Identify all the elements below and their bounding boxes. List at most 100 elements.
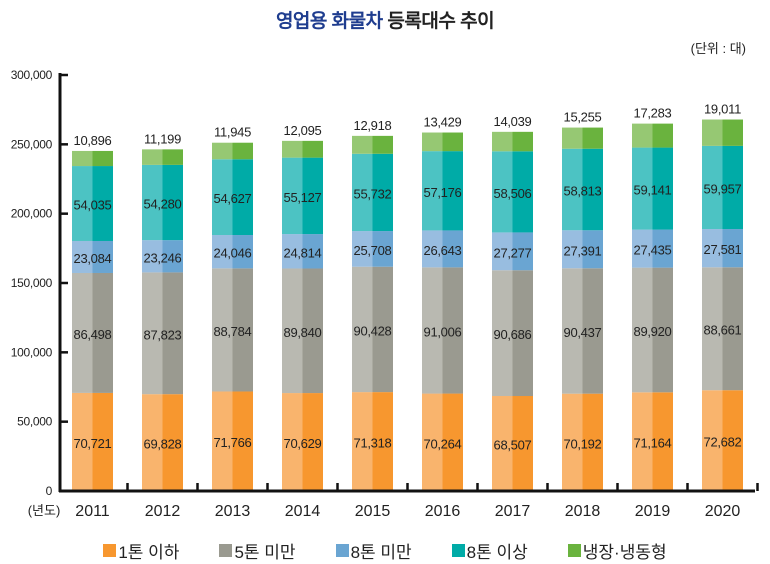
bar-segment	[652, 267, 673, 393]
bar-segment-light	[142, 394, 163, 491]
chart-title: 영업용 화물차 등록대수 추이	[0, 6, 770, 33]
chart-title-rest: 등록대수 추이	[387, 11, 495, 32]
bar-segment	[372, 266, 393, 393]
bar-segment-light	[702, 119, 723, 146]
x-tick-label: 2017	[495, 503, 531, 520]
data-label: 71,164	[634, 436, 672, 451]
bar-segment-light	[282, 393, 303, 491]
bar-segment-light	[352, 231, 373, 267]
data-label: 12,918	[354, 118, 392, 133]
x-tick-label: 2019	[635, 503, 671, 520]
bar-segment-light	[212, 391, 233, 491]
data-label: 27,581	[704, 242, 742, 257]
bar-segment	[162, 149, 183, 165]
bar-segment-light	[492, 131, 513, 152]
bar-segment	[92, 150, 113, 167]
legend-label: 8톤 이상	[466, 543, 528, 562]
data-label: 54,627	[214, 191, 252, 206]
x-tick-label: 2012	[145, 503, 181, 520]
data-label: 90,686	[494, 327, 532, 342]
bar-segment	[372, 392, 393, 491]
bar-segment	[722, 229, 743, 268]
legend-label: 1톤 이하	[118, 543, 180, 562]
data-label: 70,264	[424, 436, 462, 451]
data-label: 15,255	[564, 110, 602, 125]
legend-swatch	[451, 544, 465, 557]
data-label: 54,280	[144, 197, 182, 212]
data-label: 27,391	[564, 243, 602, 258]
data-label: 72,682	[704, 435, 742, 450]
bar-segment-light	[632, 392, 653, 491]
data-label: 23,246	[144, 250, 182, 265]
data-label: 59,141	[634, 183, 672, 198]
y-tick-label: 150,000	[11, 276, 53, 290]
bar-segment	[652, 392, 673, 491]
bar-segment	[302, 157, 323, 235]
data-label: 55,127	[284, 190, 322, 205]
bar-segment-light	[282, 268, 303, 394]
bar-segment	[232, 235, 253, 269]
x-tick-label: 2014	[285, 503, 321, 520]
bar-segment	[512, 232, 533, 271]
bar-segment-light	[72, 166, 93, 241]
bar-segment-light	[702, 390, 723, 491]
data-label: 58,506	[494, 186, 532, 201]
bar-segment	[652, 229, 673, 268]
data-label: 54,035	[74, 198, 112, 213]
data-label: 24,046	[214, 246, 252, 261]
bar-segment-light	[212, 235, 233, 269]
data-label: 12,095	[284, 123, 322, 138]
bar-segment	[582, 127, 603, 149]
bar-segment	[232, 159, 253, 236]
data-label: 69,828	[144, 437, 182, 452]
bar-segment	[652, 147, 673, 230]
bar-segment-light	[632, 229, 653, 268]
unit-label: (단위 : 대)	[690, 41, 746, 56]
bar-segment-light	[142, 149, 163, 165]
data-label: 91,006	[424, 324, 462, 339]
bar-segment	[162, 272, 183, 395]
bar-segment-light	[422, 393, 443, 491]
bar-segment-light	[72, 150, 93, 167]
data-label: 71,318	[354, 436, 392, 451]
bar-segment-light	[142, 164, 163, 241]
bar-segment	[722, 390, 743, 491]
data-label: 58,813	[564, 184, 602, 199]
bar-segment	[162, 164, 183, 241]
bar-segment-light	[212, 159, 233, 236]
bar-segment	[512, 270, 533, 397]
bar-segment	[372, 135, 393, 154]
data-label: 70,629	[284, 436, 322, 451]
bar-segment-light	[422, 132, 443, 152]
bar-segment-light	[492, 151, 513, 233]
bar-segment-light	[352, 392, 373, 491]
bar-segment	[442, 393, 463, 491]
bar-segment-light	[422, 151, 443, 231]
data-label: 25,708	[354, 243, 392, 258]
bar-segment	[582, 268, 603, 394]
data-label: 90,428	[354, 323, 392, 338]
y-tick-label: 0	[46, 484, 53, 498]
bar-segment-light	[72, 272, 93, 393]
bar-segment	[302, 140, 323, 158]
data-label: 27,435	[634, 243, 672, 258]
data-label: 11,199	[144, 131, 181, 146]
data-label: 23,084	[74, 251, 112, 266]
bar-segment	[512, 396, 533, 491]
bar-segment-light	[72, 392, 93, 491]
legend-swatch	[335, 544, 349, 557]
y-tick-label: 250,000	[11, 137, 53, 151]
data-label: 89,920	[634, 324, 672, 339]
y-tick-label: 200,000	[11, 207, 53, 221]
legend-item: 5톤 미만	[219, 538, 296, 563]
data-label: 59,957	[704, 181, 742, 196]
bar-segment	[652, 123, 673, 148]
data-label: 89,840	[284, 325, 322, 340]
x-tick-label: 2020	[705, 503, 741, 520]
bar-segment-light	[282, 140, 303, 158]
y-tick-label: 300,000	[11, 68, 53, 82]
bar-segment	[232, 391, 253, 491]
bar-segment-light	[142, 240, 163, 273]
bar-segment-light	[562, 230, 583, 269]
legend-label: 냉장·냉동형	[582, 543, 667, 562]
